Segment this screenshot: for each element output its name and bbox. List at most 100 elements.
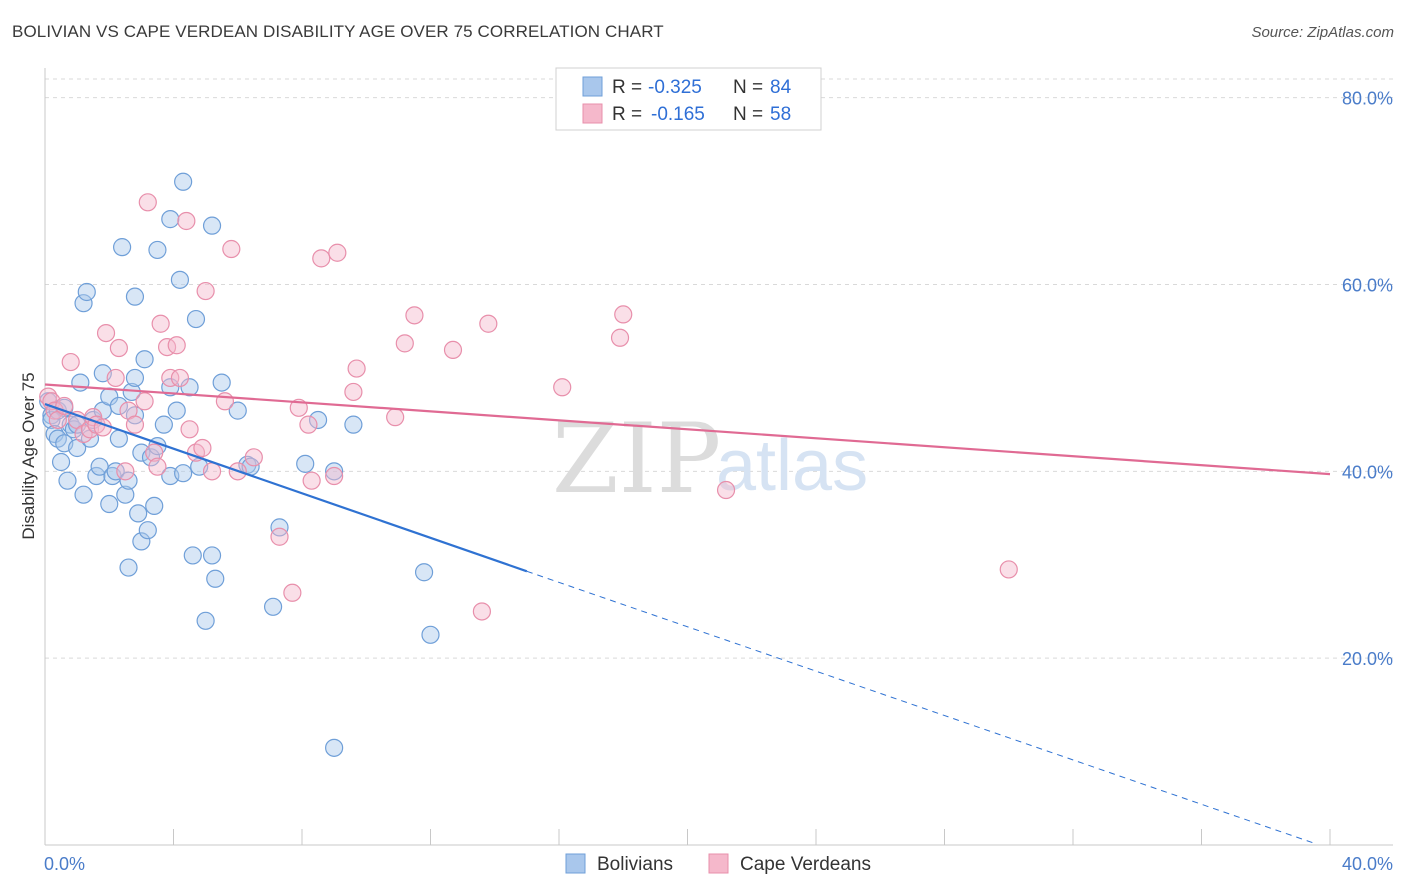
bolivian-point bbox=[154, 415, 173, 434]
cape-verdean-point bbox=[325, 466, 344, 486]
watermark-zip: ZIP bbox=[552, 403, 721, 515]
legend-r-value-2: -0.165 bbox=[651, 104, 705, 125]
legend-n-value-1: 84 bbox=[770, 77, 792, 98]
legend-r-value-1: -0.325 bbox=[648, 77, 702, 98]
bolivian-point bbox=[74, 485, 93, 504]
cape-verdean-point bbox=[312, 249, 331, 268]
bolivian-point bbox=[325, 738, 344, 757]
trend-lines bbox=[44, 383, 1331, 844]
bottom-legend-swatch-blue bbox=[565, 853, 586, 874]
cape-verdean-point bbox=[347, 359, 366, 378]
x-tick-labels: 0.0% 40.0% bbox=[44, 854, 1393, 874]
cape-verdean-point bbox=[161, 368, 180, 388]
bolivian-point bbox=[138, 521, 157, 540]
cape-verdean-point bbox=[215, 392, 234, 411]
bolivian-point bbox=[167, 401, 186, 420]
bolivian-point bbox=[202, 546, 222, 565]
cape-verdean-point bbox=[405, 306, 424, 325]
bottom-legend-bolivians: Bolivians bbox=[597, 854, 673, 875]
cape-verdean-point bbox=[283, 583, 302, 602]
bolivian-point bbox=[174, 464, 193, 483]
legend-swatch-pink bbox=[582, 103, 603, 124]
cape-verdean-point bbox=[386, 408, 405, 427]
cape-verdean-point bbox=[109, 338, 128, 358]
bolivian-point bbox=[119, 558, 138, 577]
cape-verdean-point bbox=[170, 368, 190, 388]
y-tick-label: 80.0% bbox=[1342, 89, 1393, 109]
y-tick-label: 20.0% bbox=[1342, 649, 1393, 669]
bolivian-point bbox=[263, 597, 283, 616]
bolivian-point bbox=[206, 569, 225, 588]
bolivian-point bbox=[116, 485, 135, 504]
cape-verdean-point bbox=[553, 378, 572, 397]
bolivian-point bbox=[308, 410, 328, 430]
cape-verdeans-trend-line bbox=[44, 383, 1331, 476]
legend-n-value-2: 58 bbox=[770, 104, 791, 125]
cape-verdean-point bbox=[96, 323, 116, 343]
bolivian-point bbox=[58, 471, 77, 490]
cape-verdean-point bbox=[614, 305, 633, 324]
cape-verdean-point bbox=[193, 438, 212, 458]
source-label: Source: ZipAtlas.com bbox=[1251, 24, 1394, 41]
x-tick-label: 0.0% bbox=[44, 854, 85, 874]
bolivians-trend-extension bbox=[526, 570, 1315, 844]
bolivian-point bbox=[183, 546, 202, 565]
y-axis-label: Disability Age Over 75 bbox=[19, 372, 38, 539]
cape-verdean-point bbox=[145, 443, 164, 462]
bolivian-point bbox=[135, 350, 154, 369]
legend-n-label-1: N = bbox=[733, 77, 763, 98]
legend-n-label-2: N = bbox=[733, 104, 763, 125]
cape-verdean-point bbox=[328, 243, 347, 262]
bolivian-point bbox=[296, 454, 315, 473]
cape-verdean-point bbox=[244, 448, 263, 467]
watermark-atlas: atlas bbox=[716, 426, 868, 506]
bolivian-point bbox=[325, 462, 344, 481]
cape-verdean-point bbox=[344, 382, 363, 402]
cape-verdean-point bbox=[472, 602, 491, 621]
cape-verdean-point bbox=[151, 314, 170, 333]
cape-verdean-point bbox=[299, 415, 318, 434]
cape-verdean-point bbox=[180, 420, 199, 439]
cape-verdean-point bbox=[125, 415, 145, 434]
bolivian-point bbox=[106, 462, 125, 481]
cape-verdean-point bbox=[222, 239, 241, 259]
cape-verdean-point bbox=[61, 352, 80, 372]
gridlines bbox=[45, 78, 1393, 659]
bolivian-point bbox=[186, 309, 206, 329]
bolivian-point bbox=[180, 378, 199, 397]
y-tick-label: 40.0% bbox=[1342, 462, 1393, 482]
bottom-legend-swatch-pink bbox=[708, 853, 729, 874]
cape-verdean-point bbox=[302, 471, 321, 490]
legend-box: R = -0.325 N = 84 R = -0.165 N = 58 bbox=[555, 67, 822, 131]
bolivian-point bbox=[112, 238, 132, 257]
bolivian-point bbox=[161, 210, 180, 229]
cape-verdean-point bbox=[148, 457, 167, 476]
bolivian-point bbox=[145, 496, 164, 516]
bolivian-point bbox=[109, 396, 128, 416]
legend-r-label-2: R = bbox=[612, 104, 642, 125]
cape-verdean-point bbox=[443, 340, 463, 360]
cape-verdean-point bbox=[610, 328, 630, 347]
cape-verdean-point bbox=[196, 281, 215, 301]
cape-verdean-point bbox=[395, 334, 414, 353]
bolivian-point bbox=[125, 287, 145, 306]
cape-verdean-point bbox=[177, 211, 196, 231]
bolivian-point bbox=[148, 240, 167, 260]
bottom-legend: Bolivians Cape Verdeans bbox=[565, 853, 871, 875]
bolivian-point bbox=[51, 452, 71, 472]
cape-verdean-point bbox=[999, 560, 1018, 579]
bolivian-point bbox=[125, 368, 145, 388]
bolivian-point bbox=[212, 373, 231, 392]
bolivian-point bbox=[74, 294, 93, 313]
cape-verdean-point bbox=[167, 336, 186, 355]
y-tick-labels: 20.0% 40.0% 60.0% 80.0% bbox=[1342, 89, 1393, 669]
bolivians-trend-line bbox=[44, 403, 528, 573]
legend-swatch-blue bbox=[582, 76, 603, 97]
y-tick-label: 60.0% bbox=[1342, 276, 1393, 296]
x-tick-label: 40.0% bbox=[1342, 854, 1393, 874]
bolivian-point bbox=[77, 282, 96, 302]
bolivian-point bbox=[129, 504, 148, 523]
cape-verdean-point bbox=[135, 392, 154, 411]
cape-verdean-point bbox=[716, 480, 736, 500]
